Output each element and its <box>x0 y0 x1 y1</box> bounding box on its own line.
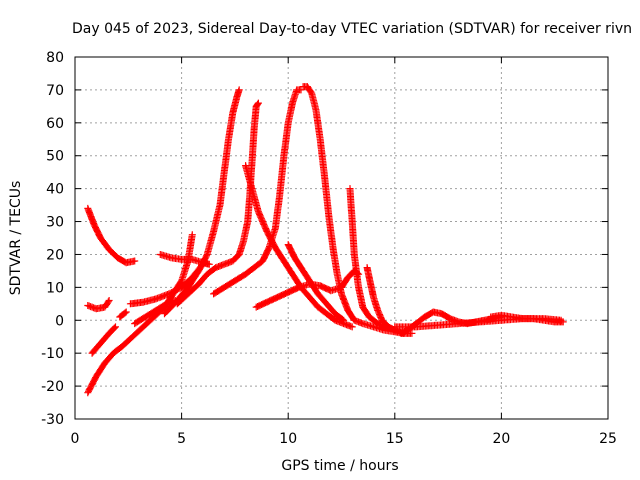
y-tick-label: 80 <box>46 50 64 66</box>
x-tick-label: 25 <box>599 431 617 447</box>
y-tick-label: 20 <box>46 247 64 263</box>
y-tick-label: 50 <box>46 149 64 165</box>
x-axis-title: GPS time / hours <box>281 458 398 474</box>
series-markers <box>346 185 399 334</box>
axis-ticks <box>74 56 609 420</box>
series-track-9 <box>161 86 243 318</box>
series-markers <box>252 267 363 311</box>
series-markers <box>161 86 243 318</box>
x-tick-label: 20 <box>492 431 510 447</box>
x-tick-label: 10 <box>279 431 297 447</box>
series-track-3 <box>88 323 119 357</box>
series-track-5 <box>116 308 130 321</box>
y-tick-label: -20 <box>41 379 64 395</box>
y-tick-label: 10 <box>46 280 64 296</box>
plot-frame <box>74 56 609 420</box>
series-markers <box>116 308 130 321</box>
x-tick-label: 5 <box>177 431 186 447</box>
y-tick-label: 60 <box>46 116 64 132</box>
series-track-7 <box>131 297 179 328</box>
x-tick-label: 15 <box>386 431 404 447</box>
series-layer <box>84 83 567 397</box>
series-track-16 <box>346 185 399 334</box>
series-track-1 <box>84 204 139 267</box>
series-markers <box>84 204 139 267</box>
y-tick-label: 40 <box>46 182 64 198</box>
x-tick-label: 0 <box>71 431 80 447</box>
series-track-15 <box>252 267 363 311</box>
chart-title: Day 045 of 2023, Sidereal Day-to-day VTE… <box>72 21 632 37</box>
series-track-13 <box>299 83 407 337</box>
series-track-4 <box>84 297 113 313</box>
series-markers <box>88 323 119 357</box>
y-tick-label: -30 <box>41 412 64 428</box>
series-markers <box>84 297 113 313</box>
series-markers <box>299 83 407 337</box>
y-tick-label: 70 <box>46 83 64 99</box>
series-markers <box>131 297 179 328</box>
series-track-20 <box>487 311 567 326</box>
axis-tick-labels: 0 5 10 15 20 25 -30 -20 -10 0 10 20 30 40 50 60 70 80 <box>41 50 617 447</box>
series-markers <box>487 311 567 326</box>
y-tick-label: 30 <box>46 215 64 231</box>
y-tick-label: -10 <box>41 346 64 362</box>
y-axis-title: SDTVAR / TECUs <box>8 181 24 296</box>
y-tick-label: 0 <box>55 313 64 329</box>
